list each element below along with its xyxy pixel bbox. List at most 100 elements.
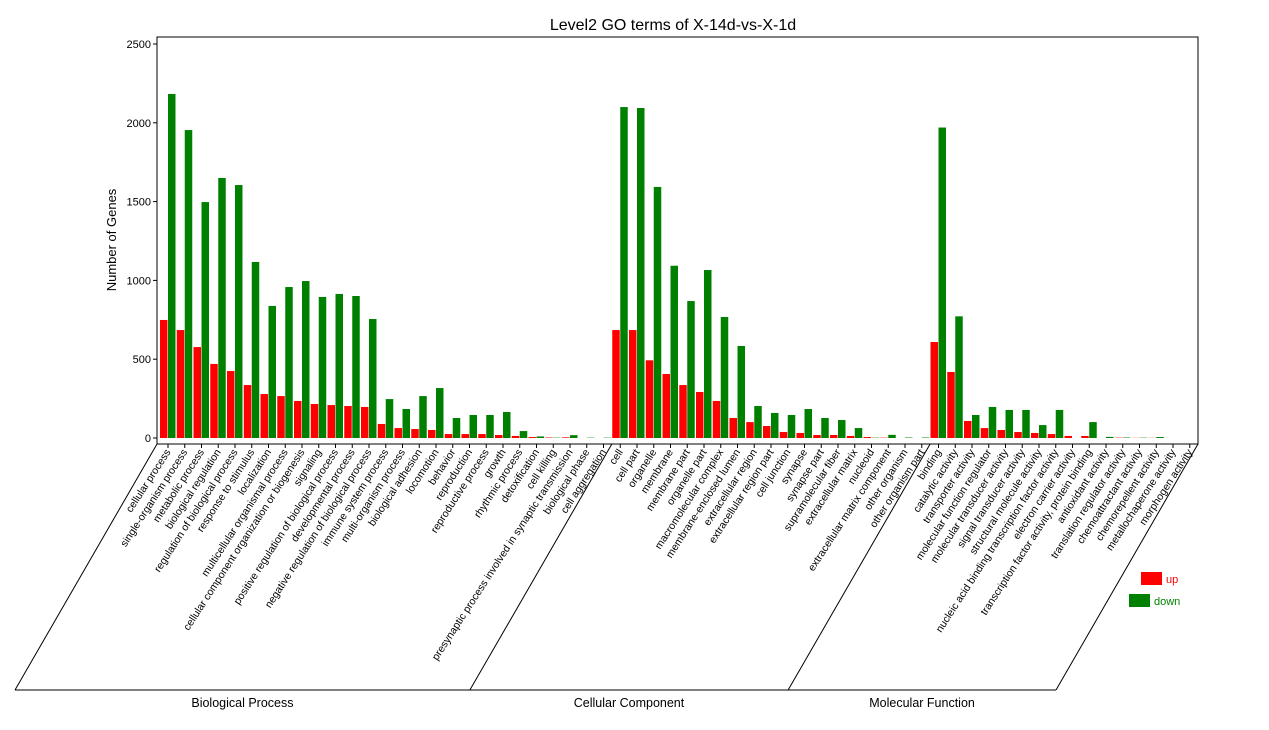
bar-up — [830, 435, 838, 438]
bar-up — [981, 428, 989, 438]
bar-up — [813, 435, 821, 438]
bar-up — [679, 385, 687, 438]
bar-up — [294, 401, 302, 438]
bar-down — [1089, 422, 1097, 438]
bar-down — [1156, 437, 1164, 438]
y-tick-label: 1500 — [127, 197, 151, 209]
bar-down — [620, 107, 628, 438]
bar-up — [277, 396, 285, 438]
legend: up down — [1129, 572, 1180, 608]
bar-down — [654, 187, 662, 438]
bar-up — [210, 364, 218, 438]
legend-swatch-up — [1141, 572, 1162, 585]
bar-up — [713, 401, 721, 438]
bar-up — [964, 421, 972, 438]
bar-down — [252, 262, 260, 438]
bar-down — [570, 435, 578, 438]
group-label: Molecular Function — [869, 696, 975, 710]
legend-swatch-down — [1129, 594, 1150, 607]
bar-down — [386, 399, 394, 438]
bar-down — [771, 413, 779, 438]
bar-down — [721, 317, 729, 438]
y-tick-label: 2000 — [127, 118, 151, 130]
bar-down — [1056, 410, 1064, 438]
bar-up — [746, 422, 754, 438]
bar-up — [663, 374, 671, 438]
bar-down — [754, 406, 762, 438]
bar-up — [328, 405, 336, 438]
bar-up — [629, 330, 637, 438]
bar-up — [311, 404, 319, 438]
bar-down — [687, 301, 695, 438]
bar-up — [1065, 436, 1073, 438]
bar-up — [1081, 436, 1089, 438]
bar-up — [780, 432, 788, 438]
bar-down — [1006, 410, 1014, 438]
bar-up — [445, 434, 453, 438]
bar-down — [704, 270, 712, 438]
y-tick-label: 0 — [145, 433, 151, 445]
bar-down — [838, 420, 846, 438]
bar-down — [1022, 410, 1030, 438]
bar-down — [972, 415, 980, 438]
bar-down — [235, 185, 243, 438]
group-divider — [15, 444, 157, 690]
bar-up — [646, 360, 654, 438]
bar-down — [352, 296, 360, 438]
bar-up — [1048, 434, 1056, 438]
bar-down — [436, 388, 444, 438]
bar-up — [612, 330, 620, 438]
bar-down — [888, 435, 896, 438]
bar-down — [788, 415, 796, 438]
bar-up — [244, 385, 252, 438]
bar-up — [998, 430, 1006, 438]
bar-up — [947, 372, 955, 438]
bar-up — [361, 407, 369, 438]
y-axis-label: Number of Genes — [104, 188, 119, 291]
bar-down — [419, 396, 427, 438]
chart-title: Level2 GO terms of X-14d-vs-X-1d — [550, 17, 796, 34]
y-tick-label: 500 — [133, 354, 151, 366]
bar-down — [336, 294, 344, 438]
bar-up — [344, 406, 352, 438]
bar-down — [269, 306, 277, 438]
bar-up — [462, 434, 470, 438]
bar-up — [562, 437, 570, 438]
bar-up — [847, 436, 855, 438]
bar-down — [369, 319, 377, 438]
bar-down — [486, 415, 494, 438]
bar-down — [537, 436, 545, 438]
bar-up — [696, 392, 704, 438]
legend-label-down: down — [1154, 596, 1180, 608]
bar-down — [637, 108, 645, 438]
y-tick-label: 1000 — [127, 275, 151, 287]
y-tick-label: 2500 — [127, 39, 151, 51]
bar-down — [855, 428, 863, 438]
bar-down — [202, 202, 210, 438]
bar-down — [989, 407, 997, 438]
bar-up — [931, 342, 939, 438]
bar-up — [512, 436, 520, 438]
bar-down — [939, 128, 947, 438]
bar-up — [160, 320, 168, 438]
bar-up — [763, 426, 771, 438]
bar-down — [671, 266, 679, 438]
bar-up — [730, 418, 738, 438]
group-label: Cellular Component — [574, 696, 685, 710]
bar-up — [797, 433, 805, 438]
bar-down — [470, 415, 478, 438]
bar-up — [411, 429, 419, 438]
bar-down — [520, 431, 528, 438]
bar-down — [805, 409, 813, 438]
bar-down — [453, 418, 461, 438]
bar-up — [1031, 433, 1039, 438]
bar-up — [378, 424, 386, 438]
bar-down — [403, 409, 411, 438]
group-label: Biological Process — [191, 696, 293, 710]
bar-down — [302, 281, 310, 438]
bar-down — [218, 178, 226, 438]
bar-up — [395, 428, 403, 438]
bar-up — [478, 434, 486, 438]
bar-down — [185, 130, 193, 438]
